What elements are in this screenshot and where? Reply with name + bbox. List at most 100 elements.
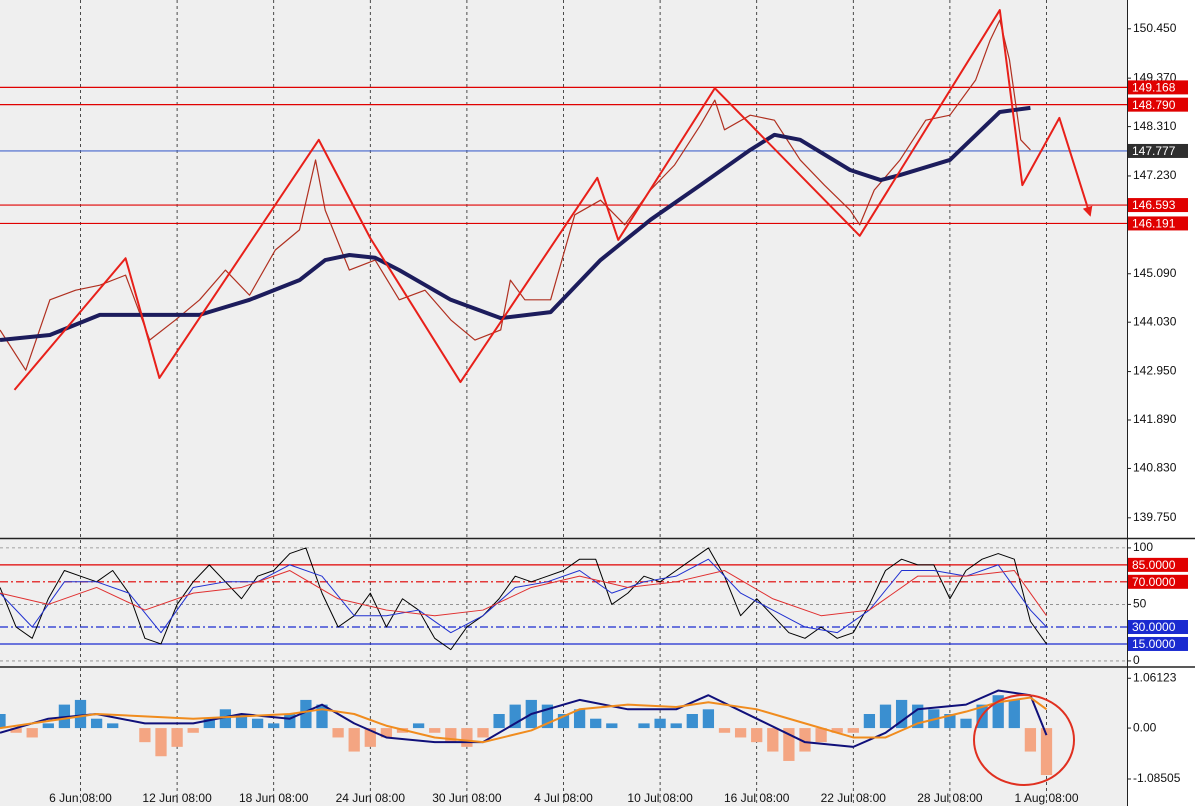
level-box <box>1128 574 1188 589</box>
level-box <box>1128 97 1188 112</box>
histogram-bar <box>670 723 682 729</box>
histogram-bar <box>879 704 892 729</box>
y-tick-label: 150.450 <box>1133 21 1177 35</box>
histogram-bar <box>187 728 199 733</box>
histogram-bar <box>847 728 859 733</box>
series-line <box>0 570 1047 617</box>
y-tick-label: 50 <box>1133 597 1147 611</box>
histogram-bar <box>767 728 779 752</box>
y-tick-label: 147.230 <box>1133 168 1177 182</box>
histogram-bar <box>541 704 554 729</box>
histogram-bar <box>74 699 87 729</box>
histogram-bar <box>235 714 248 729</box>
histogram-bar <box>573 709 586 729</box>
x-tick-label: 6 Jun 08:00 <box>49 791 112 805</box>
x-tick-label: 12 Jun 08:00 <box>142 791 212 805</box>
x-tick-label: 10 Jul 08:00 <box>627 791 693 805</box>
series-line <box>0 696 1048 744</box>
histogram-bar <box>831 728 843 733</box>
x-tick-label: 18 Jun 08:00 <box>239 791 309 805</box>
histogram-bar <box>364 728 376 747</box>
series-line <box>0 558 1047 634</box>
x-tick-label: 16 Jul 08:00 <box>724 791 790 805</box>
series-line <box>0 689 1048 748</box>
histogram-bar <box>445 728 457 743</box>
histogram-bar <box>284 714 296 729</box>
histogram-bar <box>300 699 312 729</box>
level-label: 85.0000 <box>1132 558 1176 572</box>
histogram-bar <box>606 723 618 729</box>
y-tick-label: 100 <box>1133 540 1153 554</box>
histogram-bar <box>0 714 6 729</box>
histogram-bar <box>412 723 425 729</box>
histogram-bar <box>348 728 360 752</box>
y-tick-label: 148.310 <box>1133 119 1177 133</box>
level-label: 70.0000 <box>1132 575 1176 589</box>
histogram-bar <box>783 728 795 761</box>
y-tick-label: 141.890 <box>1133 412 1177 426</box>
histogram-bar <box>155 728 167 757</box>
histogram-bar <box>751 728 763 743</box>
histogram-bar <box>461 728 473 747</box>
level-box <box>1128 620 1188 635</box>
histogram-bar <box>702 709 715 729</box>
histogram-bar <box>107 723 119 729</box>
x-tick-label: 30 Jun 08:00 <box>432 791 502 805</box>
level-box <box>1128 198 1188 213</box>
histogram-bar <box>203 718 215 729</box>
x-tick-label: 1 Aug 08:00 <box>1014 791 1078 805</box>
histogram-bar <box>992 695 1004 729</box>
y-tick-label: 1.06123 <box>1133 670 1177 684</box>
histogram-bar <box>654 718 666 729</box>
highlight-circle <box>973 694 1075 786</box>
level-box <box>1128 216 1188 231</box>
histogram-bar <box>171 728 183 747</box>
level-label: 149.168 <box>1132 81 1176 95</box>
y-tick-label: 144.030 <box>1133 314 1177 328</box>
histogram-bar <box>638 723 650 729</box>
histogram-bar <box>429 728 441 733</box>
y-tick-label: 139.750 <box>1133 510 1177 524</box>
histogram-bar <box>26 728 38 738</box>
y-tick-label: 145.090 <box>1133 266 1177 280</box>
histogram-bar <box>686 714 698 729</box>
y-tick-label: -1.08505 <box>1133 771 1181 785</box>
x-tick-label: 28 Jul 08:00 <box>917 791 983 805</box>
histogram-bar <box>90 718 103 729</box>
x-tick-label: 22 Jul 08:00 <box>821 791 887 805</box>
histogram-bar <box>815 728 827 743</box>
histogram-bar <box>895 699 908 729</box>
histogram-bar <box>316 704 328 729</box>
histogram-bar <box>509 704 521 729</box>
level-label: 146.593 <box>1132 198 1176 212</box>
level-box <box>1128 80 1188 95</box>
histogram-bar <box>251 718 264 729</box>
y-tick-label: 142.950 <box>1133 364 1177 378</box>
histogram-bar <box>268 723 280 729</box>
level-label: 30.0000 <box>1132 620 1176 634</box>
histogram-bar <box>10 728 22 733</box>
histogram-bar <box>332 728 344 738</box>
histogram-bar <box>1040 728 1053 776</box>
histogram-bar <box>718 728 731 733</box>
histogram-bar <box>944 714 956 729</box>
histogram-bar <box>799 728 811 752</box>
level-label: 147.777 <box>1132 144 1176 158</box>
histogram-bar <box>590 718 602 729</box>
panel <box>0 0 1127 537</box>
y-tick-label: 140.830 <box>1133 461 1177 475</box>
panel <box>0 540 1127 666</box>
histogram-bar <box>912 704 924 729</box>
histogram-bar <box>1008 699 1020 729</box>
histogram-bar <box>493 714 505 729</box>
histogram-bar <box>1024 728 1037 752</box>
histogram-bar <box>139 728 151 743</box>
histogram-bar <box>380 728 393 738</box>
series-line <box>0 547 1047 651</box>
y-tick-label: 0.00 <box>1133 720 1157 734</box>
histogram-bar <box>219 709 232 729</box>
level-box <box>1128 143 1188 158</box>
